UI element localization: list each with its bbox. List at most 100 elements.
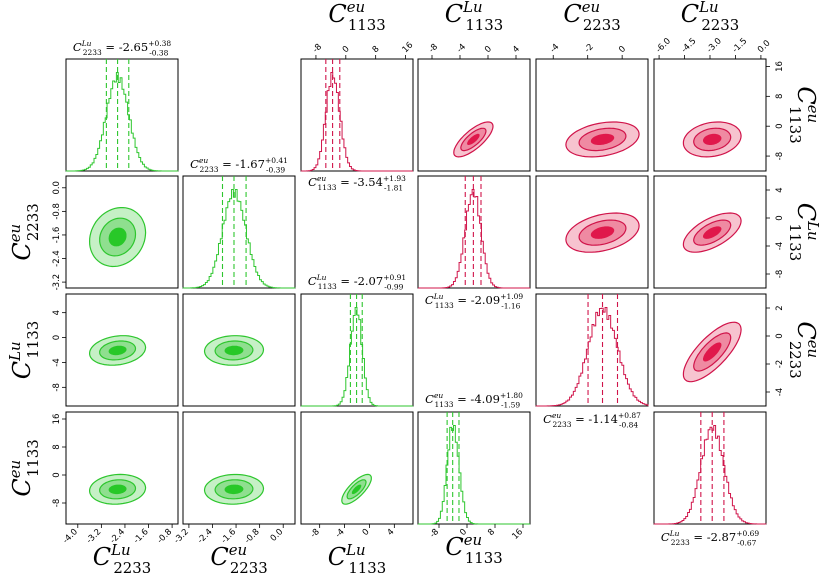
y-axis-label: Ceu1133 — [6, 439, 42, 496]
contour-core — [108, 227, 127, 247]
green-joint-panel — [65, 293, 179, 407]
x-tick-label: -4 — [548, 42, 561, 55]
y-tick-label: 4 — [52, 310, 62, 315]
x-axis-label: CLu 2233 — [93, 541, 151, 577]
y-tick-label: -8 — [52, 383, 62, 391]
contour-core — [108, 345, 127, 356]
contour-core — [703, 226, 722, 239]
x-tick-label: 8 — [486, 527, 497, 538]
contour-core — [108, 484, 127, 495]
x-axis-label-top: Ceu 2233 — [563, 0, 620, 34]
x-tick-label: 4 — [511, 44, 522, 55]
red-histogram — [654, 424, 767, 525]
y-tick-label: -1.6 — [52, 227, 62, 244]
x-tick-label: -4 — [455, 42, 468, 55]
x-tick-label: -1.5 — [731, 36, 750, 55]
y-tick-label: 2 — [775, 305, 785, 310]
x-tick-label: -8 — [311, 42, 324, 55]
green-contour — [203, 473, 265, 505]
x-axis-label-top: CLu 1133 — [445, 0, 503, 34]
green-histogram — [182, 188, 295, 289]
y-tick-label: -8 — [775, 270, 785, 278]
y-tick-label: -8 — [52, 499, 62, 507]
red-histogram — [418, 188, 530, 289]
x-tick-label: 0 — [341, 44, 352, 55]
x-axis-label: Ceu 2233 — [210, 541, 267, 577]
y-tick-label: 0 — [775, 333, 785, 338]
red-joint-panel — [417, 58, 531, 172]
red-joint-panel — [653, 293, 767, 407]
green-marginal-panel — [417, 411, 531, 525]
green-title-C2233eu: Ceu 2233 = -1.67+0.41 -0.39 — [190, 156, 288, 175]
red-contour — [453, 121, 494, 158]
x-tick-label: -4 — [334, 527, 347, 540]
red-contour — [565, 121, 640, 158]
green-joint-panel — [182, 411, 296, 525]
x-tick-label: 0 — [458, 527, 469, 538]
x-tick-label: 0 — [361, 527, 372, 538]
x-tick-label: 8 — [371, 44, 382, 55]
x-axis-label-top: CLu 2233 — [681, 0, 739, 34]
contour-core — [703, 133, 722, 145]
red-title-C2233eu: Ceu 2233 = -1.14+0.87 -0.84 — [543, 411, 641, 430]
x-tick-label: 16 — [401, 40, 416, 55]
contour-core — [224, 484, 244, 495]
x-tick-label: 0 — [617, 44, 628, 55]
y-axis-label-text: CLu1133 — [6, 321, 42, 379]
y-axis-label-right: Ceu2233 — [786, 321, 822, 378]
green-joint-panel — [182, 293, 296, 407]
green-joint-panel — [65, 411, 179, 525]
y-tick-label: -8 — [775, 152, 785, 160]
contour-core — [703, 342, 722, 362]
red-contour — [682, 212, 742, 253]
red-marginal-panel — [535, 293, 649, 407]
x-tick-label: -8 — [428, 527, 441, 540]
green-histogram — [301, 306, 413, 407]
y-tick-label: -3.2 — [52, 274, 62, 291]
red-joint-panel — [535, 175, 649, 289]
x-tick-label: -4.0 — [61, 527, 80, 546]
x-tick-label: -8 — [309, 527, 322, 540]
y-tick-label: 0 — [775, 215, 785, 220]
y-tick-label: -4 — [775, 242, 785, 250]
contour-core — [351, 484, 362, 495]
y-tick-label: -2.4 — [52, 250, 62, 267]
y-tick-label: 16 — [775, 61, 785, 72]
green-contour — [88, 335, 147, 366]
red-marginal-panel — [300, 58, 414, 172]
x-axis-label: Ceu 1133 — [445, 531, 502, 567]
y-axis-label-right-text: CLu1133 — [786, 203, 822, 261]
red-contour — [682, 121, 742, 158]
y-axis-label-right-text: Ceu2233 — [786, 321, 822, 378]
red-histogram — [300, 71, 413, 172]
x-tick-label: -0.8 — [155, 527, 174, 546]
x-tick-label: -4.5 — [680, 36, 699, 55]
contour-core — [467, 133, 480, 145]
green-histogram — [418, 424, 530, 525]
red-histogram — [535, 306, 649, 407]
x-tick-label: -1.6 — [132, 527, 151, 546]
y-tick-label: 0 — [52, 472, 62, 477]
green-title-C1133eu: Ceu 1133 = -4.09+1.80 -1.59 — [425, 391, 523, 410]
green-joint-panel — [65, 175, 179, 289]
red-marginal-panel — [653, 411, 767, 525]
red-title-C1133Lu: CLu 1133 = -2.09+1.09 -1.16 — [425, 292, 523, 311]
x-tick-label: -6.0 — [654, 36, 673, 55]
y-axis-label-text: Ceu1133 — [6, 439, 42, 496]
red-joint-panel — [535, 58, 649, 172]
x-tick-label: 0.0 — [756, 38, 773, 55]
x-tick-label: -3.2 — [172, 527, 191, 546]
y-tick-label: 4 — [775, 187, 785, 192]
y-tick-label: 16 — [52, 414, 62, 425]
x-tick-label: 0 — [483, 44, 494, 55]
x-tick-label: 4 — [386, 527, 397, 538]
y-tick-label: -2 — [775, 360, 785, 368]
x-tick-label: 16 — [510, 527, 525, 542]
green-marginal-panel — [182, 175, 296, 289]
y-tick-label: -4 — [52, 358, 62, 366]
red-marginal-panel — [417, 175, 531, 289]
x-axis-label: CLu 1133 — [328, 541, 386, 577]
green-contour — [341, 473, 372, 505]
y-tick-label: -0.8 — [52, 203, 62, 220]
